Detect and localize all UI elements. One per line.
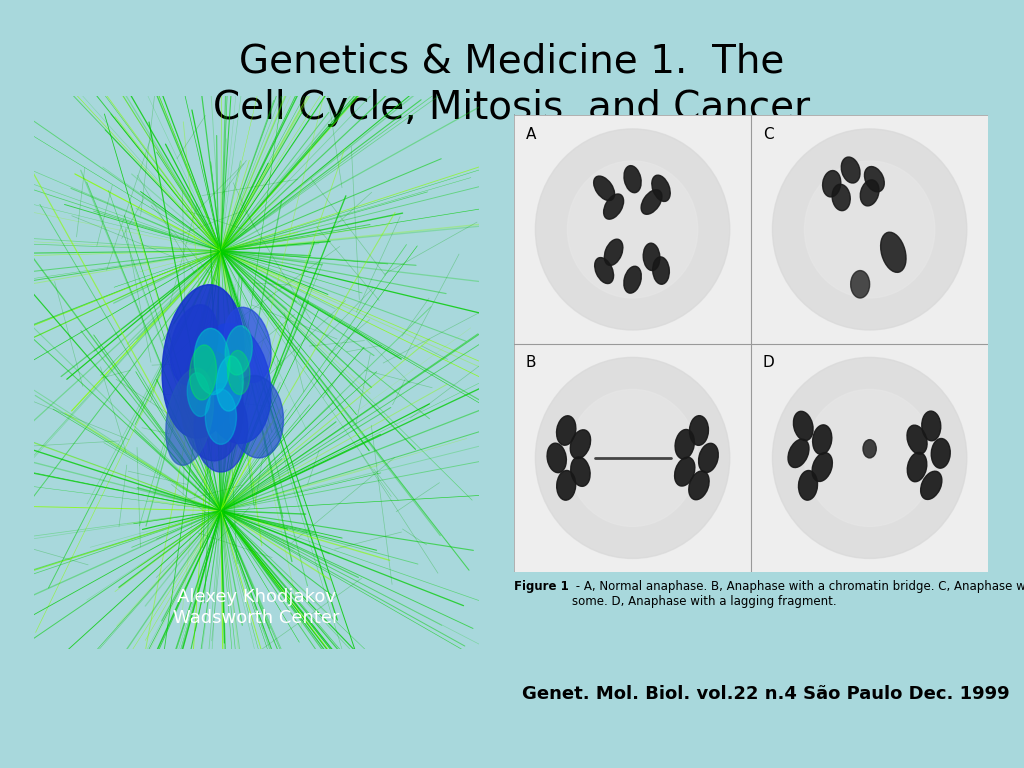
- Ellipse shape: [772, 357, 967, 558]
- Ellipse shape: [556, 415, 575, 445]
- Ellipse shape: [907, 452, 927, 482]
- Ellipse shape: [187, 372, 210, 416]
- Ellipse shape: [180, 350, 244, 461]
- Ellipse shape: [842, 157, 860, 183]
- Ellipse shape: [907, 425, 927, 454]
- Ellipse shape: [205, 389, 237, 445]
- Ellipse shape: [675, 457, 695, 486]
- Ellipse shape: [170, 305, 218, 385]
- Ellipse shape: [557, 471, 575, 500]
- Ellipse shape: [652, 257, 670, 284]
- Text: Alexey Khodjakov
Wadsworth Center: Alexey Khodjakov Wadsworth Center: [173, 588, 340, 627]
- Bar: [514, 115, 752, 344]
- Ellipse shape: [567, 389, 697, 527]
- Ellipse shape: [863, 439, 877, 458]
- Ellipse shape: [547, 443, 566, 472]
- Text: D: D: [763, 355, 775, 370]
- Ellipse shape: [921, 472, 942, 499]
- Ellipse shape: [652, 175, 671, 201]
- Ellipse shape: [536, 357, 730, 558]
- Ellipse shape: [162, 285, 244, 439]
- Ellipse shape: [922, 411, 941, 441]
- Text: B: B: [526, 355, 537, 370]
- Text: C: C: [763, 127, 773, 141]
- Ellipse shape: [189, 345, 216, 400]
- Ellipse shape: [812, 452, 833, 482]
- Ellipse shape: [603, 194, 624, 219]
- Ellipse shape: [624, 166, 641, 193]
- Ellipse shape: [224, 307, 271, 382]
- Ellipse shape: [641, 190, 662, 214]
- Ellipse shape: [624, 266, 641, 293]
- Ellipse shape: [698, 443, 718, 472]
- Ellipse shape: [675, 429, 694, 459]
- Ellipse shape: [864, 167, 885, 192]
- Ellipse shape: [799, 471, 817, 500]
- Bar: [752, 344, 988, 572]
- Ellipse shape: [225, 326, 252, 375]
- Ellipse shape: [567, 161, 697, 298]
- Ellipse shape: [931, 439, 950, 468]
- Ellipse shape: [772, 129, 967, 330]
- Text: Genetics & Medicine 1.  The
Cell Cycle, Mitosis, and Cancer: Genetics & Medicine 1. The Cell Cycle, M…: [213, 42, 811, 127]
- Ellipse shape: [813, 425, 831, 455]
- Ellipse shape: [833, 184, 850, 210]
- Ellipse shape: [195, 383, 248, 472]
- Bar: [514, 344, 752, 572]
- Ellipse shape: [689, 471, 710, 500]
- Text: Genet. Mol. Biol. vol.22 n.4 São Paulo Dec. 1999: Genet. Mol. Biol. vol.22 n.4 São Paulo D…: [522, 685, 1010, 703]
- Ellipse shape: [643, 243, 659, 270]
- Text: - A, Normal anaphase. B, Anaphase with a chromatin bridge. C, Anaphase with a la: - A, Normal anaphase. B, Anaphase with a…: [572, 580, 1024, 607]
- Ellipse shape: [594, 176, 614, 200]
- Ellipse shape: [195, 328, 229, 395]
- Ellipse shape: [570, 430, 591, 458]
- Ellipse shape: [229, 376, 284, 458]
- Ellipse shape: [166, 368, 214, 465]
- Ellipse shape: [788, 439, 809, 468]
- Ellipse shape: [689, 415, 709, 445]
- Ellipse shape: [198, 323, 271, 443]
- Ellipse shape: [805, 389, 935, 527]
- Text: A: A: [526, 127, 537, 141]
- Ellipse shape: [570, 457, 590, 486]
- Ellipse shape: [227, 350, 250, 395]
- Ellipse shape: [822, 170, 841, 197]
- Ellipse shape: [604, 239, 623, 266]
- Ellipse shape: [860, 180, 879, 206]
- Ellipse shape: [794, 412, 813, 441]
- Ellipse shape: [881, 232, 906, 273]
- Text: Figure 1: Figure 1: [514, 580, 568, 593]
- Ellipse shape: [851, 270, 869, 298]
- Bar: [752, 115, 988, 344]
- Ellipse shape: [805, 161, 935, 298]
- Ellipse shape: [216, 356, 244, 411]
- Ellipse shape: [536, 129, 730, 330]
- Ellipse shape: [595, 257, 613, 283]
